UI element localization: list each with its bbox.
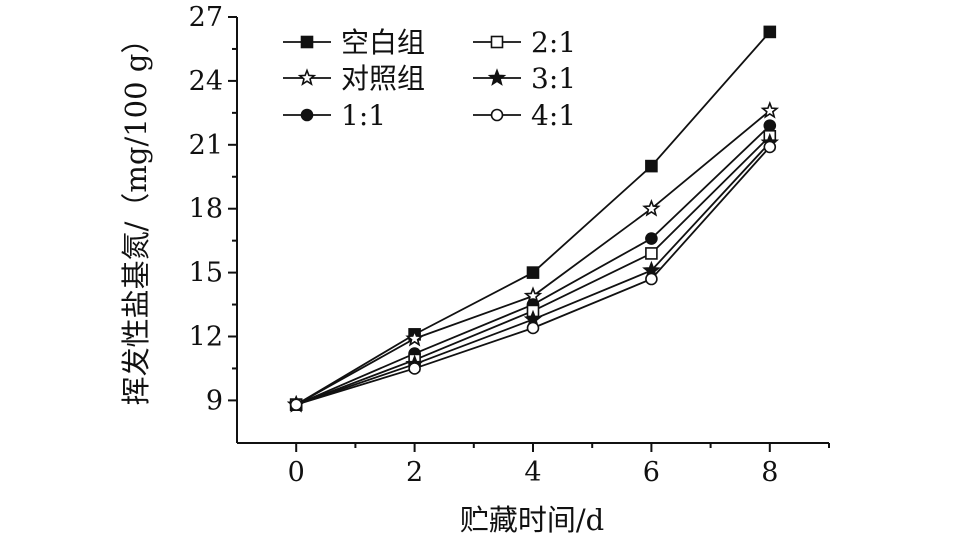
x-tick-label: 6 — [643, 457, 660, 488]
data-point — [645, 232, 658, 245]
y-tick-label: 24 — [189, 66, 223, 97]
x-axis-label: 贮藏时间/d — [460, 503, 604, 537]
legend-item: 2:1 — [473, 26, 576, 59]
legend-item: 空白组 — [283, 26, 425, 59]
data-point — [760, 100, 780, 119]
data-point — [763, 119, 777, 132]
legend-marker — [300, 35, 314, 49]
legend-label: 2:1 — [531, 26, 576, 59]
data-point — [526, 266, 540, 279]
data-point — [763, 140, 777, 154]
y-tick-label: 27 — [189, 2, 223, 33]
legend-item: 对照组 — [283, 62, 425, 95]
series-line — [295, 110, 771, 406]
legend-label: 4:1 — [531, 99, 576, 132]
y-tick-label: 21 — [189, 130, 223, 161]
legend-marker — [490, 108, 504, 122]
legend-item: 4:1 — [473, 99, 576, 132]
data-point — [526, 321, 540, 335]
series-layer — [286, 25, 780, 413]
y-tick-label: 9 — [206, 385, 223, 416]
data-point — [642, 198, 661, 217]
data-point — [289, 398, 303, 411]
y-tick-label: 15 — [189, 258, 223, 289]
data-point — [763, 25, 777, 39]
data-point — [408, 362, 421, 375]
legend-label: 空白组 — [341, 26, 425, 59]
data-point — [645, 272, 658, 286]
legend-marker — [300, 108, 314, 122]
legend-item: 3:1 — [473, 62, 576, 95]
legend-marker — [297, 68, 317, 86]
x-tick-label: 2 — [406, 457, 423, 488]
legend-marker — [487, 68, 507, 86]
data-point — [405, 328, 424, 347]
legend-marker — [490, 35, 504, 49]
legend-label: 对照组 — [341, 62, 425, 95]
y-axis-label: 挥发性盐基氮/（mg/100 g） — [119, 25, 153, 406]
legend-label: 1:1 — [341, 99, 386, 132]
x-tick-label: 8 — [761, 457, 778, 488]
legend-label: 3:1 — [531, 62, 576, 95]
x-tick-label: 4 — [524, 457, 541, 488]
y-tick-label: 12 — [189, 322, 223, 353]
legend-item: 1:1 — [283, 99, 386, 132]
series-6 — [289, 140, 777, 411]
x-tick-label: 0 — [288, 457, 305, 488]
data-point — [645, 247, 658, 260]
y-tick-label: 18 — [189, 194, 223, 225]
data-point — [645, 159, 658, 173]
